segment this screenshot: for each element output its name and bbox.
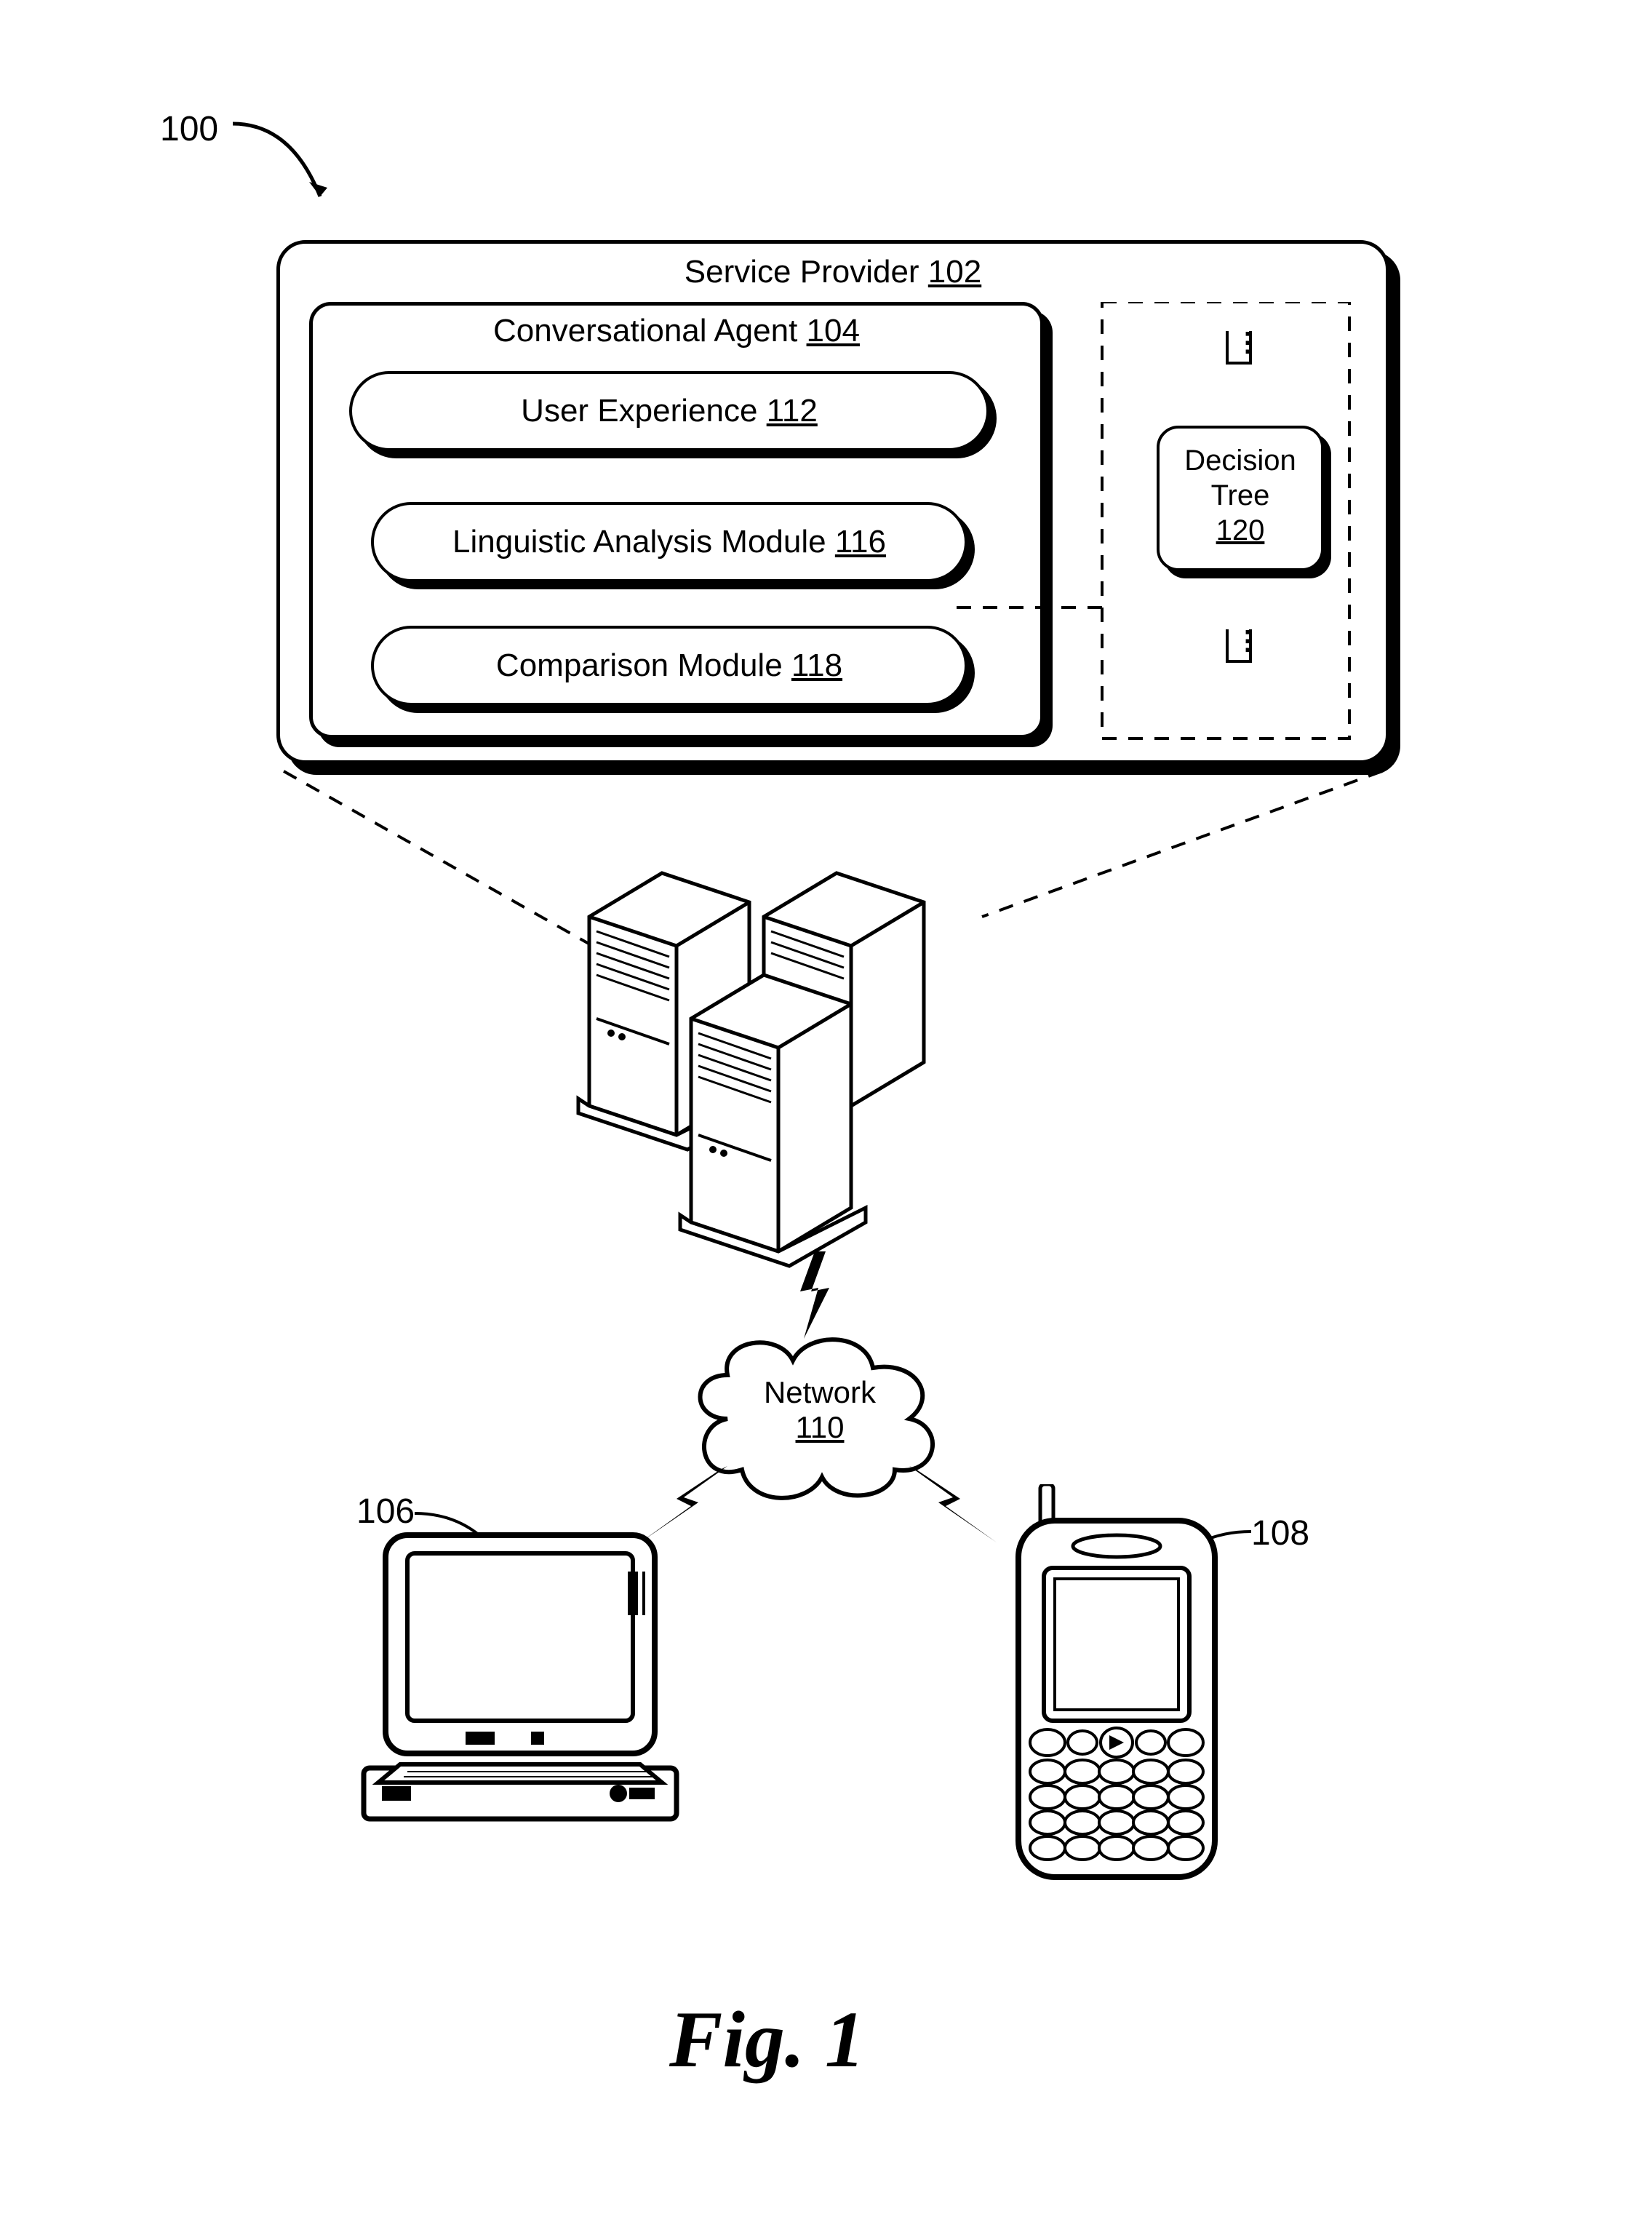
user-experience-label: User Experience 112	[521, 393, 818, 429]
server-cluster-icon	[546, 829, 997, 1281]
ref-label-100: 100	[160, 109, 218, 149]
leader-arrow-100	[218, 109, 364, 226]
service-provider-box: Service Provider 102 Conversational Agen…	[276, 240, 1389, 764]
ref-label-108: 108	[1251, 1513, 1309, 1553]
decision-tree-box: Decision Tree 120	[1157, 426, 1324, 571]
conversational-agent-box: Conversational Agent 104 User Experience…	[309, 302, 1044, 738]
computer-icon	[342, 1513, 691, 1841]
linguistic-module-label: Linguistic Analysis Module 116	[452, 524, 886, 560]
comparison-module-label: Comparison Module 118	[496, 648, 842, 684]
service-provider-title: Service Provider 102	[280, 254, 1386, 290]
linguistic-module-pill: Linguistic Analysis Module 116	[371, 502, 967, 582]
comparison-module-pill: Comparison Module 118	[371, 626, 967, 706]
conversational-agent-title: Conversational Agent 104	[313, 313, 1040, 349]
db-icon-bottom	[1226, 629, 1252, 663]
phone-icon	[997, 1484, 1237, 1892]
bolt-to-phone	[902, 1462, 1004, 1550]
network-label: Network 110	[758, 1375, 882, 1445]
figure-canvas: 100 Service Provider 102 Conversational …	[0, 0, 1652, 2238]
user-experience-pill: User Experience 112	[349, 371, 989, 451]
figure-caption: Fig. 1	[669, 1994, 865, 2086]
decision-tree-area: Decision Tree 120	[1138, 316, 1342, 724]
db-icon-top	[1226, 331, 1252, 365]
